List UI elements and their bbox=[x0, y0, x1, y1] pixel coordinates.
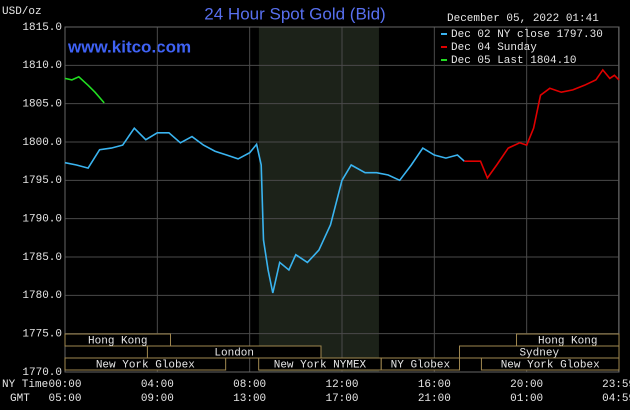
session-label: NY Globex bbox=[391, 359, 451, 371]
x-axis-label: GMT bbox=[10, 393, 30, 405]
session-label: New York NYMEX bbox=[274, 359, 367, 371]
x-tick-label: 20:00 bbox=[510, 379, 543, 391]
session-label: Sydney bbox=[519, 347, 559, 359]
x-tick-label-gmt: 04:59 bbox=[602, 393, 630, 405]
y-tick-label: 1815.0 bbox=[22, 22, 62, 34]
session-box bbox=[380, 357, 460, 371]
x-tick-label: 04:00 bbox=[141, 379, 174, 391]
site-url: www.kitco.com bbox=[67, 37, 191, 56]
y-tick-label: 1780.0 bbox=[22, 290, 62, 302]
plot-frame bbox=[64, 26, 620, 373]
x-tick-label: 08:00 bbox=[233, 379, 266, 391]
y-tick-label: 1790.0 bbox=[22, 214, 62, 226]
y-tick-label: 1775.0 bbox=[22, 329, 62, 341]
price-line bbox=[64, 75, 105, 104]
session-box bbox=[64, 357, 227, 371]
x-tick-label: 23:59 bbox=[602, 379, 630, 391]
price-line bbox=[64, 126, 465, 294]
y-tick-label: 1770.0 bbox=[22, 367, 62, 379]
x-tick-label-gmt: 05:00 bbox=[48, 393, 81, 405]
session-box bbox=[146, 345, 322, 359]
x-tick-label-gmt: 09:00 bbox=[141, 393, 174, 405]
session-label: New York Globex bbox=[501, 359, 600, 371]
session-label: Hong Kong bbox=[538, 335, 597, 347]
x-tick-label: 16:00 bbox=[418, 379, 451, 391]
x-tick-label-gmt: 21:00 bbox=[418, 393, 451, 405]
y-tick-label: 1795.0 bbox=[22, 175, 62, 187]
session-box bbox=[64, 333, 171, 347]
legend-label: Dec 02 NY close 1797.30 bbox=[451, 29, 603, 41]
session-label: New York Globex bbox=[96, 359, 195, 371]
chart-title: 24 Hour Spot Gold (Bid) bbox=[204, 4, 385, 23]
x-tick-label-gmt: 17:00 bbox=[325, 393, 358, 405]
legend-label: Dec 05 Last 1804.10 bbox=[451, 55, 576, 67]
y-tick-label: 1800.0 bbox=[22, 137, 62, 149]
session-box bbox=[480, 357, 620, 371]
x-tick-label-gmt: 01:00 bbox=[510, 393, 543, 405]
session-label: London bbox=[214, 347, 254, 359]
y-tick-label: 1805.0 bbox=[22, 99, 62, 111]
y-axis-label: USD/oz bbox=[2, 6, 42, 18]
session-shade bbox=[258, 27, 379, 372]
session-label: Hong Kong bbox=[88, 335, 147, 347]
y-tick-label: 1810.0 bbox=[22, 60, 62, 72]
timestamp: December 05, 2022 01:41 bbox=[447, 13, 599, 25]
y-tick-label: 1785.0 bbox=[22, 252, 62, 264]
legend-label: Dec 04 Sunday bbox=[451, 42, 537, 54]
x-tick-label-gmt: 13:00 bbox=[233, 393, 266, 405]
x-tick-label: 00:00 bbox=[48, 379, 81, 391]
price-line bbox=[464, 68, 620, 180]
x-axis-label: NY Time bbox=[2, 379, 48, 391]
x-tick-label: 12:00 bbox=[325, 379, 358, 391]
